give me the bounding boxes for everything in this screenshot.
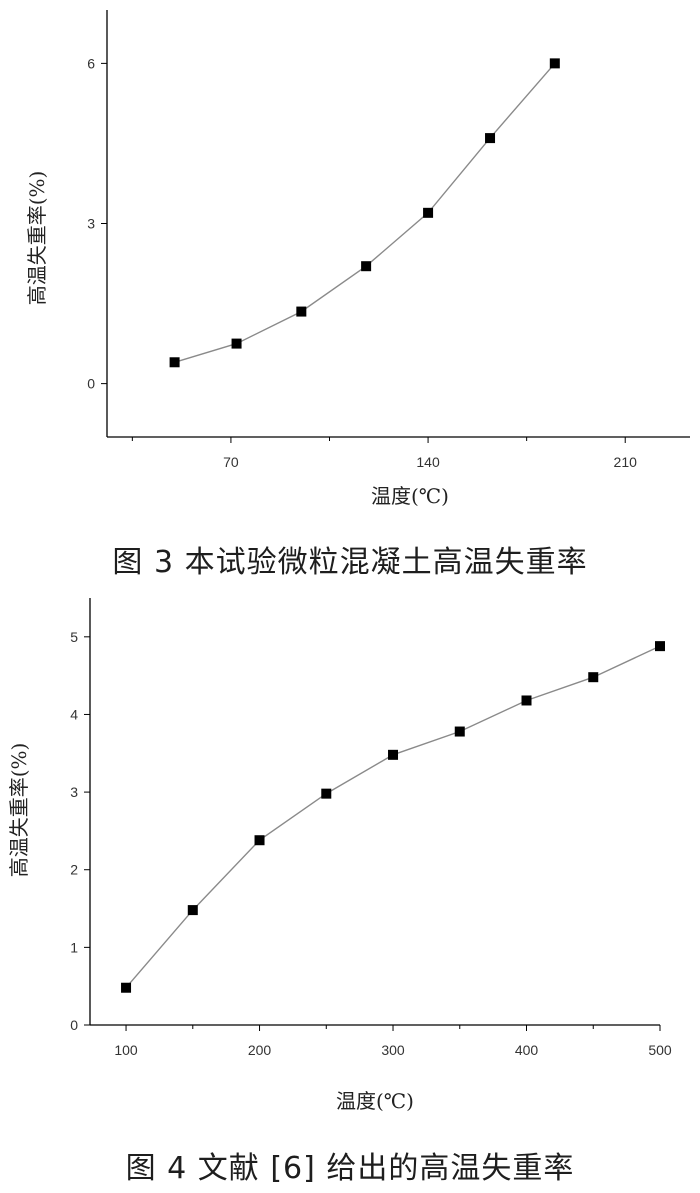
y-tick-label: 3 [70, 784, 78, 800]
x-tick-label: 200 [248, 1042, 272, 1058]
data-point [655, 641, 665, 652]
figure-4-caption: 图 4 文献 [6] 给出的高温失重率 [125, 1151, 575, 1186]
data-point [549, 58, 560, 69]
y-axis-title: 高温失重率(%) [25, 171, 49, 306]
x-tick-label: 500 [648, 1042, 672, 1058]
series-line [174, 62, 556, 363]
x-tick-label: 100 [114, 1042, 138, 1058]
data-point [521, 695, 532, 706]
y-tick-label: 0 [87, 376, 95, 392]
data-point [187, 905, 198, 916]
data-point [588, 672, 599, 683]
data-point [121, 982, 132, 993]
data-point [296, 306, 307, 317]
x-tick-label: 140 [416, 454, 440, 470]
series-line [125, 645, 661, 989]
y-axis-title: 高温失重率(%) [7, 743, 31, 878]
data-point [388, 749, 399, 760]
figure-3: 0 3 6 70 140 210 温度(℃) 高温失重率(%) 图 3 本试验微粒混凝土高温失… [25, 10, 690, 580]
data-point [485, 133, 496, 144]
x-tick-label: 400 [515, 1042, 539, 1058]
data-point [361, 261, 372, 272]
chart-figure-3: 0 3 6 70 140 210 温度(℃) 高温失重率(%) [25, 10, 690, 508]
data-point [169, 357, 180, 368]
figure-4: 0 1 2 3 4 5 100 200 300 400 500 温度(℃) 高温失重率(%) 图 4 文… [0, 590, 700, 1193]
data-point [454, 726, 465, 737]
y-tick-label: 5 [70, 629, 78, 645]
y-tick-label: 4 [70, 706, 78, 722]
y-tick-label: 1 [70, 939, 78, 955]
y-tick-label: 3 [87, 216, 95, 232]
chart-figure-4: 0 1 2 3 4 5 100 200 300 400 500 温度(℃) 高温失重率(%) [7, 598, 672, 1113]
y-tick-label: 0 [70, 1017, 78, 1033]
x-tick-label: 300 [381, 1042, 405, 1058]
x-tick-label: 210 [614, 454, 638, 470]
x-axis-title: 温度(℃) [336, 1089, 414, 1113]
y-tick-label: 6 [87, 55, 95, 71]
figure-3-caption: 图 3 本试验微粒混凝土高温失重率 [112, 545, 588, 580]
x-axis-title: 温度(℃) [371, 484, 449, 508]
y-tick-label: 2 [70, 862, 78, 878]
x-tick-label: 70 [223, 454, 239, 470]
data-point [321, 788, 332, 799]
data-point [423, 207, 434, 218]
data-point [254, 835, 265, 846]
data-point [231, 338, 242, 349]
